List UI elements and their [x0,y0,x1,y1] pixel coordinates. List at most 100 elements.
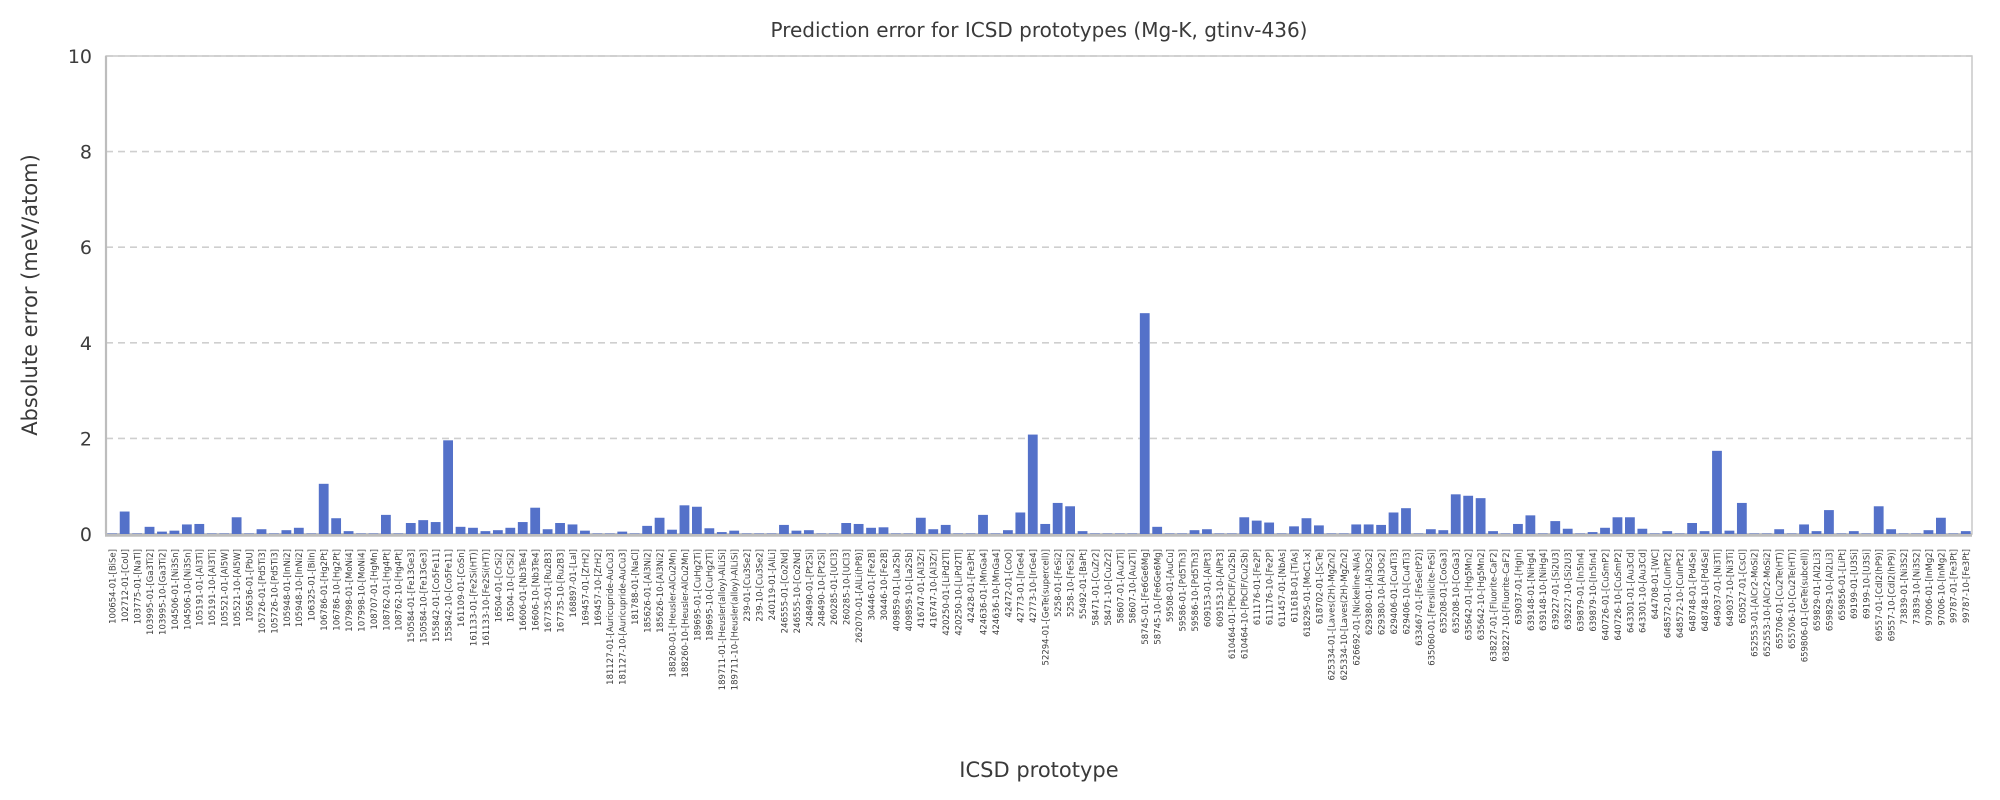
bar [1886,529,1897,534]
x-tick-label: 16504-01-[CrSi2] [494,549,504,622]
x-tick-label: 73839-10-[Ni3S2] [1912,549,1922,625]
bar [231,517,242,534]
x-tick-label: 167735-10-[Ru2B3] [556,549,566,633]
bar [293,527,304,534]
bar [1388,512,1399,534]
bar [803,530,814,534]
x-tick-label: 5258-10-[FeSi2] [1067,549,1077,617]
y-tick-label: 6 [80,237,92,259]
bar [928,529,939,534]
x-tick-label: 633467-01-[FeSe(tP2)] [1415,549,1425,646]
x-tick-label: 416747-10-[Al3Zr] [930,549,940,628]
bar [1662,531,1673,534]
bar [667,529,677,534]
x-tick-label: 168897-01-[LaI] [569,549,579,617]
bar [256,529,267,534]
bar [1015,512,1026,534]
x-tick-label: 52294-01-[GeTe(supercell)] [1042,549,1052,665]
x-tick-label: 150584-10-[Fe13Ge3] [420,549,430,643]
bar [1488,531,1498,534]
bar [430,522,441,534]
bar [1202,529,1212,534]
x-tick-label: 30446-01-[Fe2B] [867,549,877,621]
x-tick-label: 644708-01-[WC] [1651,549,1661,619]
bar [1401,508,1411,534]
bar [866,527,876,534]
x-tick-label: 59508-01-[AuCu] [1166,549,1176,622]
bar [1251,520,1262,534]
x-tick-label: 655706-01-[Cu2Te(HT)] [1776,549,1786,649]
x-tick-label: 105726-10-[Pd5Ti3] [270,549,280,634]
x-tick-label: 635208-10-[CoGa3] [1452,549,1462,633]
x-tick-label: 639879-01-[In5In4] [1577,549,1587,632]
x-tick-label: 150584-01-[Fe13Ge3] [407,549,417,643]
x-tick-label: 240119-01-[AlLi] [768,549,778,620]
chart-title: Prediction error for ICSD prototypes (Mg… [770,18,1308,42]
x-tick-label: 649037-10-[Ni3Ti] [1726,549,1736,626]
x-tick-label: 639879-10-[In5In4] [1589,549,1599,632]
bar [1600,527,1610,534]
bar [1040,523,1051,534]
bar [1824,510,1834,534]
x-tick-label: 189695-10-[CuHg2Ti] [706,549,716,641]
x-tick-label: 629380-01-[Al3Os2] [1365,549,1375,635]
bar [1450,494,1461,534]
x-tick-label: 189711-01-[Heusler(alloy)-AlLiSi] [718,549,728,690]
bar [878,527,889,534]
bar [853,523,864,534]
x-tick-label: 58607-10-[Au2Ti] [1129,549,1139,624]
x-tick-label: 59586-10-[Pd5Th3] [1191,549,1201,632]
bar [1811,531,1822,534]
x-tick-label: 643301-10-[Au3Cd] [1639,549,1649,633]
x-tick-label: 239-01-[Cu3Se2] [743,549,753,622]
x-tick-label: 185626-10-[Al3Ni2] [656,549,666,633]
x-tick-label: 105948-01-[InNi2] [283,549,293,627]
x-tick-label: 659806-01-[GeTe(subcell)] [1800,549,1810,662]
bar [1475,498,1486,534]
bar [1848,531,1859,534]
x-tick-label: 16606-10-[Nb3Te4] [532,549,542,631]
bar [642,525,653,534]
x-tick-label: 239-10-[Cu3Se2] [756,549,766,622]
bar [1027,434,1038,534]
x-tick-label: 655706-10-[Cu2Te(HT)] [1788,549,1798,649]
x-tick-label: 30446-10-[Fe2B] [880,549,890,621]
x-tick-label: 5258-01-[FeSi2] [1054,549,1064,617]
plot-frame [105,55,1973,535]
x-tick-label: 609153-10-[AlPt3] [1216,549,1226,627]
x-tick-label: 648748-01-[Pd4Se] [1689,549,1699,632]
bar [1363,524,1374,534]
x-tick-label: 103995-10-[Ga3Ti2] [158,549,168,635]
bar [567,524,578,534]
x-tick-label: 42472-01-[CoO] [1004,549,1014,617]
x-tick-label: 639148-10-[NiHg4] [1539,549,1549,631]
x-tick-label: 639227-10-[Si2U3] [1564,549,1574,630]
x-tick-label: 409859-10-[La2Sb] [905,549,915,631]
bar [1923,530,1934,534]
bar [1774,529,1785,534]
x-tick-label: 167735-01-[Ru2B3] [544,549,554,633]
x-tick-label: 105521-01-[Al5W] [221,549,231,627]
x-tick-label: 618702-01-[ScTe] [1315,549,1325,624]
x-tick-label: 625334-10-[Laves(2H)-MgZn2] [1340,549,1350,681]
x-tick-label: 161133-10-[Fe2Si(HT)] [482,549,492,646]
x-tick-label: 652553-01-[AlCr2-MoSi2] [1751,549,1761,657]
x-tick-label: 106786-10-[Hg2Pt] [333,549,343,631]
x-tick-label: 185626-01-[Al3Ni2] [644,549,654,633]
bar [1314,525,1324,534]
x-tick-label: 635208-01-[CoGa3] [1440,549,1450,633]
bar [1525,515,1536,534]
bar [704,528,715,534]
x-tick-label: 58607-01-[Au2Ti] [1116,549,1126,624]
x-tick-label: 629406-01-[Cu4Ti3] [1390,549,1400,634]
bar [1712,450,1722,534]
x-tick-label: 100654-01-[BiSe] [109,549,119,624]
x-tick-label: 181127-01-[Auricupride-AuCu3] [606,549,616,685]
x-tick-label: 610464-01-[PbClF/Cu2Sb] [1228,549,1238,659]
x-tick-label: 104506-01-[Ni3Sn] [171,549,181,630]
x-tick-label: 188260-10-[Heusler-AlCu2Mn] [681,549,691,678]
x-tick-label: 638227-01-[Fluorite-CaF2] [1489,549,1499,662]
bar [1065,506,1075,534]
y-tick-label: 10 [68,46,92,68]
